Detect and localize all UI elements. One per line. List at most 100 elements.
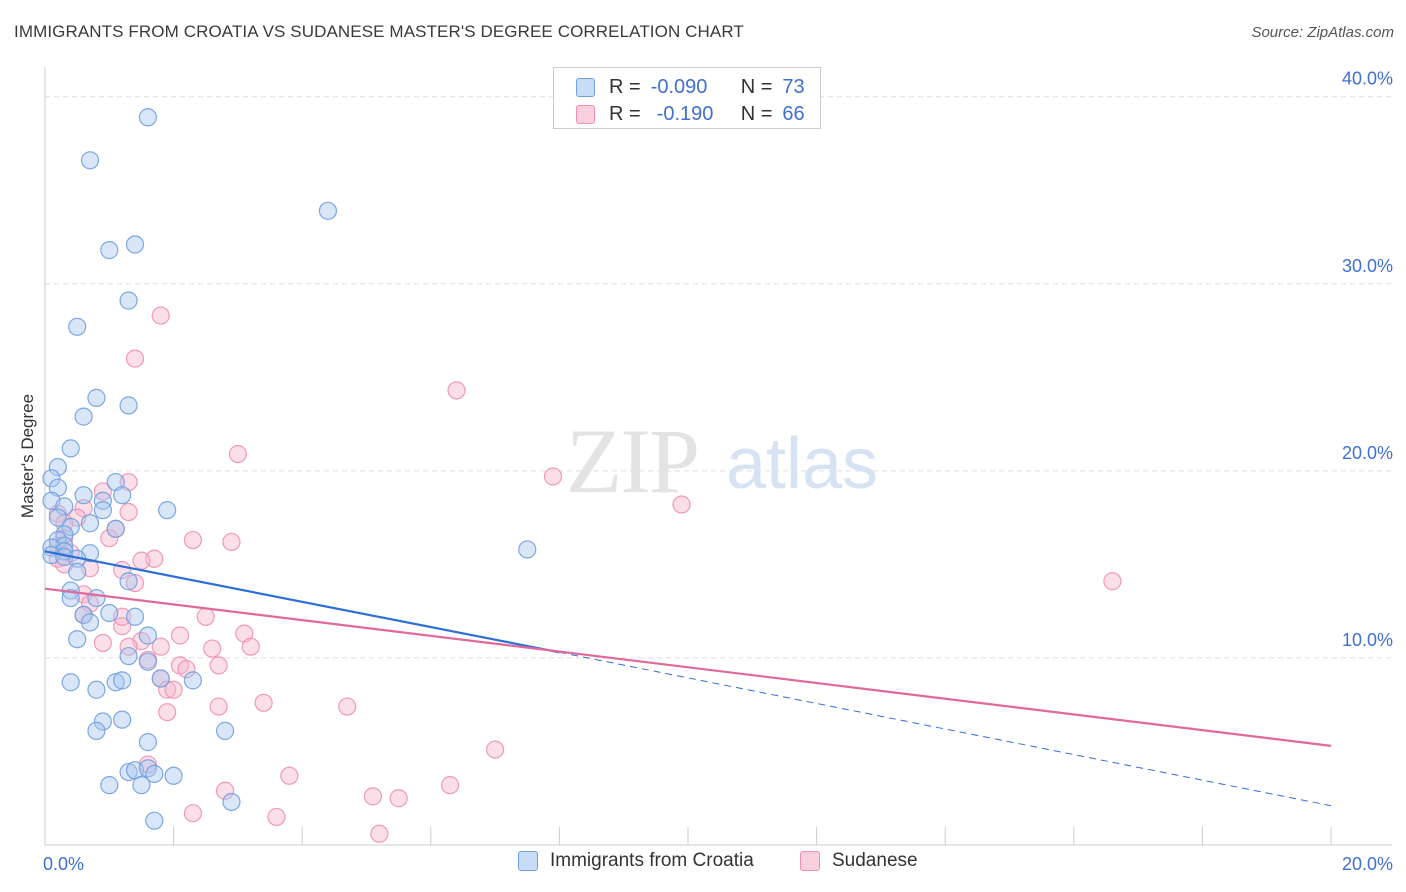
x-tick-label: 20.0% — [1342, 854, 1393, 874]
legend-swatch-sudanese — [800, 851, 820, 871]
croatia-point — [61, 439, 80, 458]
croatia-point — [215, 721, 235, 740]
croatia-point — [74, 605, 93, 625]
croatia-point — [119, 646, 138, 666]
sudanese-point — [440, 776, 460, 795]
croatia-point — [138, 652, 157, 671]
croatia-point — [68, 317, 87, 336]
chart-title: IMMIGRANTS FROM CROATIA VS SUDANESE MAST… — [14, 22, 744, 41]
croatia-point — [518, 540, 537, 559]
croatia-point — [87, 721, 106, 740]
y-axis-label: Master's Degree — [18, 394, 37, 518]
r-label: R = — [609, 75, 641, 98]
n-value: 66 — [782, 102, 805, 125]
sudanese-point — [151, 637, 170, 656]
sudanese-point — [125, 573, 145, 593]
r-value: -0.090 — [650, 75, 708, 98]
croatia-point — [61, 588, 80, 608]
sudanese-swatch — [576, 104, 595, 124]
sudanese-point — [74, 499, 93, 518]
sudanese-point — [203, 639, 222, 658]
sudanese-point — [241, 637, 260, 656]
croatia-point — [138, 733, 157, 752]
sudanese-point — [93, 633, 112, 653]
sudanese-point — [215, 781, 235, 800]
bottom-legend: Immigrants from Croatia Sudanese — [0, 850, 1406, 880]
croatia-point — [61, 517, 80, 537]
sudanese-point — [151, 306, 170, 325]
croatia-swatch — [576, 77, 595, 97]
croatia-point — [125, 607, 145, 626]
croatia-point — [106, 673, 125, 692]
croatia-point — [100, 241, 119, 260]
croatia-point — [132, 776, 151, 795]
y-tick-label: 10.0% — [1342, 630, 1393, 650]
x-tick-label: 0.0% — [43, 854, 84, 874]
croatia-point — [48, 458, 67, 477]
stats-row-croatia: R = -0.090 N = 73 — [576, 74, 805, 100]
sudanese-trend-line — [44, 587, 1332, 747]
r-value: -0.190 — [656, 102, 714, 125]
trend-lines — [44, 550, 1332, 807]
watermark-atlas: atlas — [726, 424, 878, 504]
croatia-points — [42, 108, 537, 830]
croatia-point — [113, 486, 132, 505]
croatia-point — [106, 472, 125, 492]
sudanese-point — [209, 656, 228, 675]
croatia-point — [93, 491, 112, 510]
sudanese-points — [48, 306, 1122, 843]
sudanese-point — [158, 680, 177, 699]
sudanese-point — [209, 697, 228, 716]
y-tick-label: 30.0% — [1342, 256, 1393, 276]
sudanese-point — [280, 766, 299, 785]
croatia-point — [80, 151, 100, 170]
croatia-point — [80, 514, 100, 533]
sudanese-point — [119, 472, 138, 492]
croatia-point — [145, 764, 164, 784]
sudanese-point — [100, 529, 119, 548]
n-value: 73 — [782, 75, 805, 98]
croatia-point — [87, 680, 106, 699]
grid-layer — [45, 96, 1392, 659]
sudanese-point — [267, 807, 286, 827]
croatia-point — [183, 671, 202, 690]
croatia-point — [42, 469, 61, 488]
croatia-point — [93, 712, 112, 731]
legend-item-sudanese[interactable]: Sudanese — [800, 850, 918, 872]
croatia-point — [106, 519, 125, 538]
croatia-point — [113, 671, 132, 690]
sudanese-point — [254, 693, 273, 712]
r-label: R = — [609, 102, 641, 125]
sudanese-point — [447, 381, 466, 400]
croatia-point — [119, 762, 138, 782]
croatia-point — [125, 235, 145, 254]
croatia-point — [87, 588, 106, 608]
croatia-point — [222, 792, 241, 812]
sudanese-point — [170, 626, 190, 645]
n-label: N = — [740, 75, 773, 98]
sudanese-point — [543, 467, 563, 486]
croatia-point — [318, 201, 338, 220]
y-tick-label: 20.0% — [1342, 443, 1393, 463]
stats-row-sudanese: R = -0.190 N = 66 — [576, 101, 805, 127]
sudanese-point — [363, 787, 383, 806]
croatia-trend-line-extension — [559, 651, 1332, 807]
axes-layer — [44, 67, 1392, 846]
sudanese-point — [1103, 572, 1122, 591]
sudanese-point — [132, 551, 151, 570]
sudanese-point — [119, 502, 138, 522]
legend-item-croatia[interactable]: Immigrants from Croatia — [518, 850, 754, 872]
y-tick-label: 40.0% — [1342, 69, 1393, 89]
legend-swatch-croatia — [518, 851, 538, 871]
croatia-trend-line — [44, 550, 560, 654]
sudanese-point — [158, 703, 177, 722]
croatia-point — [119, 396, 138, 415]
legend-label-croatia: Immigrants from Croatia — [550, 850, 754, 871]
chart-source: Source: ZipAtlas.com — [1251, 24, 1394, 41]
croatia-point — [74, 486, 93, 505]
sudanese-point — [113, 617, 132, 636]
croatia-point — [164, 766, 183, 785]
croatia-point — [100, 603, 119, 623]
croatia-point — [55, 497, 74, 516]
